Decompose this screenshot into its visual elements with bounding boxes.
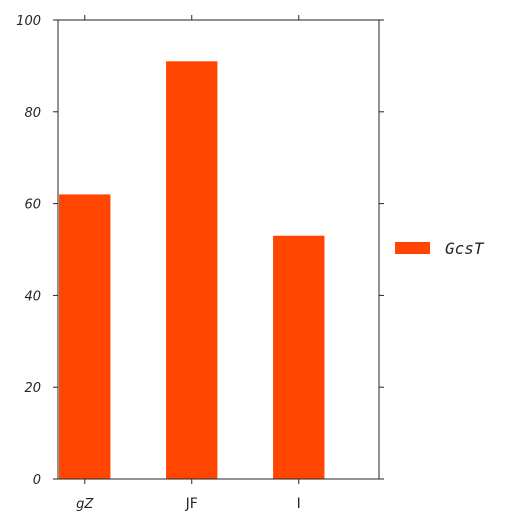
- y-tick-label-0: 0: [33, 473, 41, 488]
- y-axis-ticks: 0 20 40 60 80 100: [16, 14, 384, 488]
- x-axis-ticks: gZ JF I: [76, 15, 301, 512]
- bar-gZ: [59, 194, 111, 480]
- y-tick-label-80: 80: [24, 106, 41, 121]
- bar-I: [273, 235, 325, 479]
- bar-JF: [166, 61, 218, 480]
- y-tick-label-40: 40: [24, 289, 41, 304]
- x-tick-label-I: I: [297, 496, 301, 512]
- bar-group: [59, 61, 325, 480]
- x-tick-label-gZ: gZ: [76, 497, 94, 512]
- legend-swatch: [395, 242, 430, 254]
- y-tick-label-60: 60: [24, 198, 41, 213]
- legend: GcsT: [395, 239, 485, 258]
- legend-label: GcsT: [445, 239, 485, 258]
- y-tick-label-20: 20: [24, 381, 41, 396]
- plot-frame: [57, 19, 380, 480]
- y-tick-label-100: 100: [16, 14, 41, 29]
- x-tick-label-JF: JF: [185, 496, 198, 512]
